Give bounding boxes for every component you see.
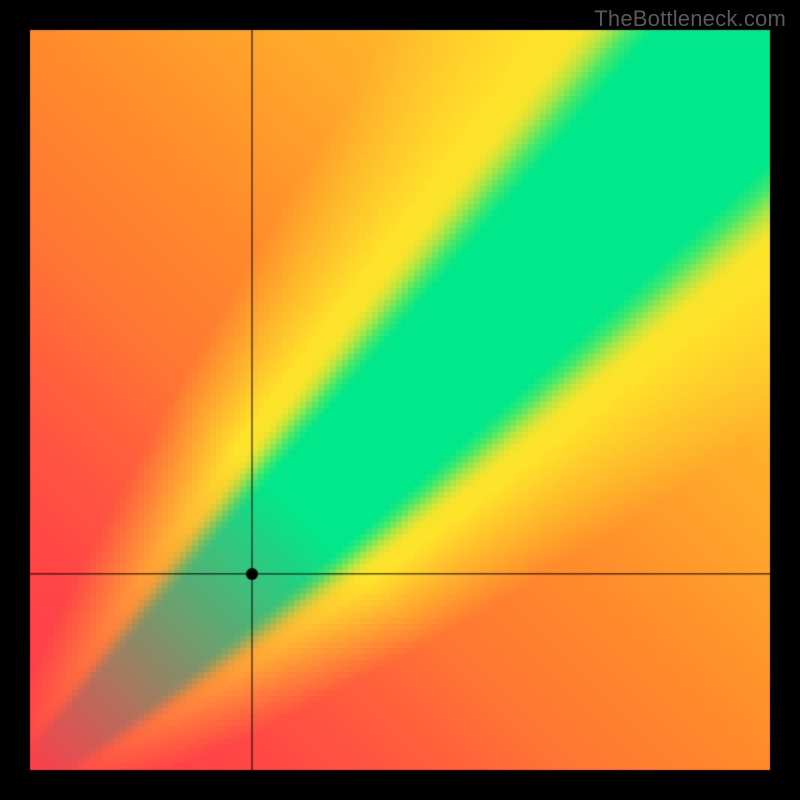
watermark-text: TheBottleneck.com bbox=[594, 6, 786, 32]
chart-container: TheBottleneck.com bbox=[0, 0, 800, 800]
bottleneck-heatmap bbox=[0, 0, 800, 800]
